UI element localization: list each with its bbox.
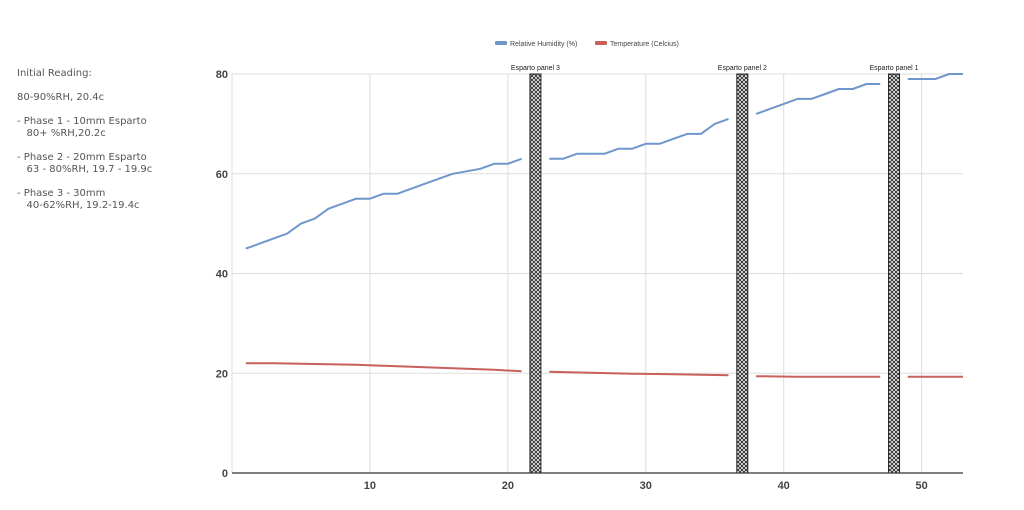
x-tick-label: 10 [364, 480, 376, 492]
esparto-panel-bar [736, 73, 749, 474]
x-tick-label: 50 [915, 480, 927, 492]
notes-line: Initial Reading: [17, 68, 92, 79]
grid [231, 73, 963, 473]
legend-temperature-swatch [595, 41, 607, 45]
esparto-panel-label: Esparto panel 3 [511, 65, 560, 72]
notes-line: - Phase 2 - 20mm Esparto [17, 152, 147, 163]
axes: 0 20 40 60 80 10 20 30 40 50 [216, 69, 963, 492]
temperature-line-segment [245, 362, 522, 373]
y-tick-label: 80 [216, 69, 228, 81]
legend: Relative Humidity (%) Temperature (Celciu… [495, 41, 679, 48]
humidity-line-segment [907, 73, 963, 80]
esparto-panel-bar [529, 73, 542, 474]
legend-label: Relative Humidity (%) [510, 41, 577, 48]
legend-humidity-swatch [495, 41, 507, 45]
series-lines [245, 73, 963, 378]
humidity-line-segment [245, 157, 522, 250]
esparto-panel-bar [888, 73, 901, 474]
humidity-line-segment [755, 83, 881, 115]
esparto-panel-label: Esparto panel 2 [718, 65, 767, 72]
x-tick-label: 20 [502, 480, 514, 492]
x-tick-label: 30 [640, 480, 652, 492]
y-tick-label: 40 [216, 269, 228, 281]
notes-line: 80+ %RH,20.2c [17, 128, 106, 139]
y-tick-label: 20 [216, 368, 228, 380]
esparto-panel-label: Esparto panel 1 [870, 65, 919, 72]
notes-line: - Phase 3 - 30mm [17, 188, 106, 199]
legend-label: Temperature (Celcius) [610, 41, 679, 48]
notes-line: 80-90%RH, 20.4c [17, 92, 105, 103]
notes-line: 63 - 80%RH, 19.7 - 19.9c [17, 164, 153, 175]
notes-line: 40-62%RH, 19.2-19.4c [17, 200, 140, 211]
notes-line: - Phase 1 - 10mm Esparto [17, 116, 147, 127]
x-tick-label: 40 [778, 480, 790, 492]
esparto-panels: Esparto panel 3 Esparto panel 2 Esparto pa… [511, 65, 919, 474]
phase-notes: Initial Reading: 80-90%RH, 20.4c - Phase 1… [17, 68, 207, 212]
humidity-line-segment [549, 117, 729, 160]
y-tick-label: 60 [216, 169, 228, 181]
y-tick-label: 0 [222, 468, 228, 480]
temperature-line-segment [549, 370, 729, 377]
temperature-line-segment [756, 375, 881, 378]
